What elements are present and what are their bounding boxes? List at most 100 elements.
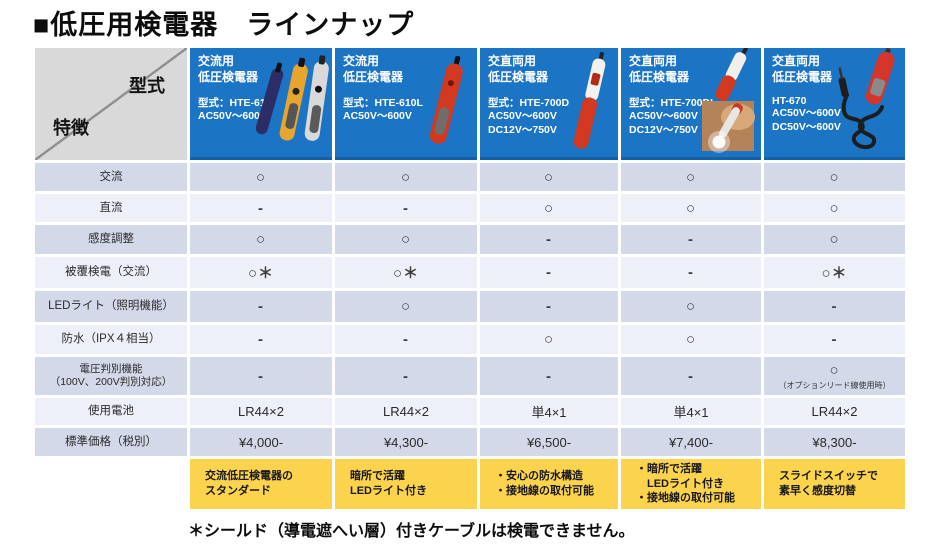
value-cell: ○ (764, 225, 905, 254)
value-symbol: - (403, 199, 409, 217)
value-cell: ○＊ (190, 257, 332, 288)
value-symbol: ○ (543, 331, 555, 348)
value-symbol: ○＊ (247, 265, 275, 282)
product-model: HT-670 (772, 95, 807, 108)
value-cell: 単4×1 (480, 398, 618, 425)
value-note: （オプションリード線使用時） (778, 380, 891, 390)
feature-cell: 交流低圧検電器の スタンダード (190, 459, 332, 509)
value-cell: ¥6,500- (480, 428, 618, 456)
feature-axis-label: 特徴 (53, 118, 89, 138)
value-cell: 単4×1 (621, 398, 761, 425)
value-symbol: - (546, 367, 552, 385)
feature-row-spacer (35, 459, 187, 509)
product-voltage-range: AC50V～600V (198, 110, 267, 123)
value-symbol: ○ (400, 168, 412, 186)
value-symbol: - (403, 367, 409, 385)
value-cell: ○ (335, 225, 477, 254)
value-cell: - (480, 225, 618, 254)
value-cell: - (764, 325, 905, 354)
product-voltage-range: AC50V～600V DC12V～750V (488, 110, 557, 136)
value-cell: - (190, 357, 332, 395)
value-symbol: ○ (255, 168, 267, 186)
row-label: LEDライト（照明機能） (35, 291, 187, 322)
value-symbol: LR44×2 (383, 404, 429, 419)
comparison-table: 型式特徴 交流用 低圧検電器型式：HTE-610 AC50V～600V 交流用 低圧検… (35, 48, 905, 509)
product-model: 型式：HTE-610L (343, 97, 423, 110)
product-type-label: 交直両用 低圧検電器 (488, 54, 549, 84)
product-header: 交直両用 低圧検電器 型式：HTE-700DL AC50V～600V DC12V～7… (621, 48, 761, 160)
value-cell: ¥8,300- (764, 428, 905, 456)
value-symbol: - (258, 298, 264, 315)
value-symbol: - (258, 367, 264, 385)
value-symbol: - (688, 264, 694, 281)
product-model: 型式：HTE-610 (198, 97, 272, 110)
value-symbol: 単4×1 (673, 405, 709, 420)
value-symbol: ○ (685, 298, 697, 315)
feature-cell: ・暗所で活躍 LEDライト付き ・接地線の取付可能 (621, 459, 761, 509)
value-cell: ¥4,300- (335, 428, 477, 456)
value-symbol: ○ (400, 231, 412, 248)
value-symbol: LR44×2 (811, 404, 858, 419)
value-cell: ○ (764, 194, 905, 222)
value-symbol: ○＊ (392, 265, 420, 282)
value-cell: LR44×2 (764, 398, 905, 425)
row-label: 感度調整 (35, 225, 187, 254)
page-title: ■低圧用検電器 ラインナップ (33, 10, 415, 40)
value-cell: - (621, 225, 761, 254)
row-label: 防水（IPX４相当） (35, 325, 187, 354)
value-symbol: ¥6,500- (526, 434, 572, 450)
value-cell: - (621, 257, 761, 288)
product-header: 交直両用 低圧検電器型式：HTE-700D AC50V～600V DC12V～75… (480, 48, 618, 160)
value-cell: ○ (480, 163, 618, 191)
feature-cell: スライドスイッチで 素早く感度切替 (764, 459, 905, 509)
value-symbol: ○ (829, 199, 840, 217)
product-header: 交直両用 低圧検電器 HT-670 AC50V～600V DC50V～600V (764, 48, 905, 160)
value-symbol: ¥4,300- (383, 434, 429, 450)
value-symbol: - (831, 298, 838, 315)
product-model: 型式：HTE-700D (488, 97, 570, 110)
value-cell: - (335, 194, 477, 222)
value-symbol: ○ (829, 361, 840, 379)
value-symbol: - (258, 331, 264, 348)
value-cell: ¥7,400- (621, 428, 761, 456)
value-cell: - (335, 357, 477, 395)
row-label: 標準価格（税別） (35, 428, 187, 456)
feature-cell: 暗所で活躍 LEDライト付き (335, 459, 477, 509)
value-cell: - (764, 291, 905, 322)
value-symbol: ¥4,000- (238, 434, 284, 450)
value-cell: ○ (335, 163, 477, 191)
value-cell: ○ （オプションリード線使用時） (764, 357, 905, 395)
row-label: 使用電池 (35, 398, 187, 425)
value-symbol: ○ (543, 168, 555, 186)
feature-cell: ・安心の防水構造 ・接地線の取付可能 (480, 459, 618, 509)
value-symbol: - (688, 367, 694, 385)
value-cell: ○ (480, 325, 618, 354)
value-symbol: ○ (685, 331, 697, 348)
product-voltage-range: AC50V～600V DC12V～750V (629, 110, 698, 136)
model-axis-label: 型式 (129, 76, 165, 96)
value-symbol: - (688, 231, 694, 248)
value-symbol: ○ (400, 298, 412, 315)
value-cell: ○ (621, 163, 761, 191)
row-label: 電圧判別機能 （100V、200V判別対応） (35, 357, 187, 395)
value-cell: - (480, 257, 618, 288)
product-type-label: 交流用 低圧検電器 (343, 54, 404, 84)
value-cell: ○ (621, 194, 761, 222)
value-cell: ¥4,000- (190, 428, 332, 456)
white-red-pen-tester-image (567, 49, 617, 153)
value-cell: ○ (621, 291, 761, 322)
value-cell: - (190, 291, 332, 322)
footnote: ＊シールド（導電遮へい層）付きケーブルは検電できません。 (188, 523, 635, 540)
product-voltage-range: AC50V～600V DC50V～600V (772, 107, 841, 133)
value-symbol: ○ (829, 231, 840, 248)
three-pen-testers-image (248, 53, 332, 153)
value-symbol: - (403, 331, 409, 348)
product-header: 交流用 低圧検電器 型式：HTE-610L AC50V～600V (335, 48, 477, 160)
product-type-label: 交流用 低圧検電器 (198, 54, 259, 84)
value-cell: ○ (764, 163, 905, 191)
value-cell: ○＊ (335, 257, 477, 288)
value-cell: LR44×2 (335, 398, 477, 425)
red-pen-with-led-photo-image (696, 48, 760, 153)
value-symbol: ○ (685, 199, 697, 217)
